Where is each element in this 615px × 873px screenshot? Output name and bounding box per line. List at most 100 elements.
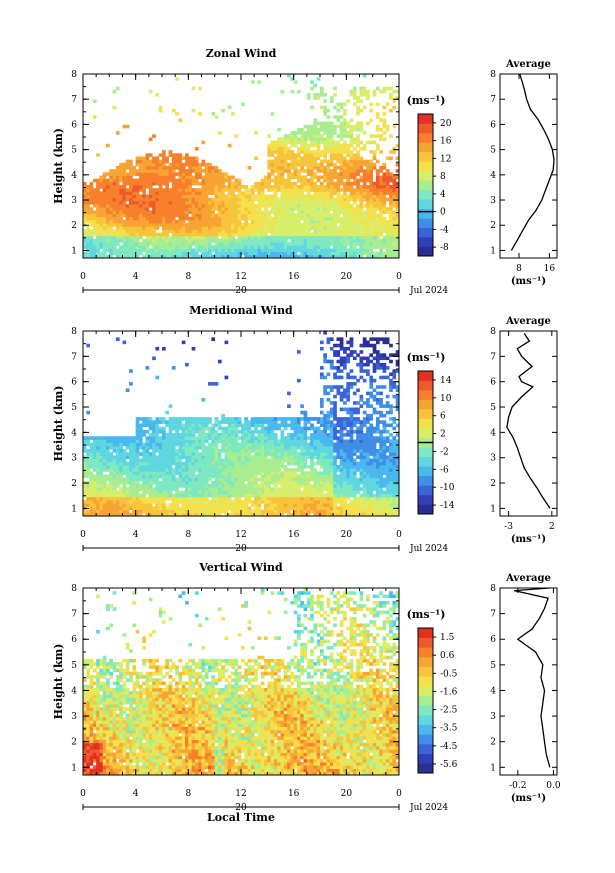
heatmap-cell	[188, 420, 193, 424]
heatmap-cell	[333, 124, 337, 129]
heatmap-cell	[158, 223, 163, 227]
heatmap-cell	[369, 216, 374, 221]
heatmap-cell	[119, 496, 123, 501]
heatmap-cell	[138, 194, 143, 199]
heatmap-cell	[257, 436, 262, 440]
heatmap-cell	[178, 235, 183, 240]
heatmap-cell	[300, 143, 304, 148]
heatmap-cell	[241, 500, 245, 504]
heatmap-cell	[96, 458, 100, 463]
heatmap-cell	[310, 178, 314, 183]
heatmap-cell	[211, 429, 216, 434]
heatmap-cell	[158, 216, 163, 221]
heatmap-cell	[211, 480, 216, 485]
heatmap-cell	[250, 461, 255, 466]
heatmap-cell	[366, 185, 370, 189]
heatmap-cell	[191, 500, 196, 504]
heatmap-cell	[250, 254, 255, 259]
heatmap-cell	[280, 509, 285, 514]
heatmap-cell	[152, 509, 156, 514]
heatmap-cell	[106, 191, 110, 195]
heatmap-cell	[346, 223, 351, 227]
heatmap-cell	[270, 219, 275, 224]
heatmap-cell	[92, 238, 97, 243]
heatmap-cell	[201, 397, 206, 402]
heatmap-cell	[204, 197, 209, 202]
heatmap-cell	[191, 493, 196, 498]
heatmap-cell	[247, 232, 252, 237]
heatmap-cell	[119, 232, 123, 237]
heatmap-cell	[92, 455, 97, 459]
heatmap-cell	[267, 150, 272, 154]
heatmap-cell	[109, 490, 114, 495]
heatmap-cell	[106, 468, 110, 472]
heatmap-cell	[382, 162, 387, 167]
heatmap-cell	[270, 245, 275, 249]
heatmap-cell	[198, 197, 202, 202]
heatmap-cell	[145, 213, 150, 218]
heatmap-cell	[280, 490, 285, 495]
heatmap-cell	[359, 251, 364, 256]
heatmap-cell	[214, 480, 219, 485]
heatmap-cell	[99, 452, 104, 456]
heatmap-cell	[339, 178, 344, 183]
heatmap-cell	[244, 194, 248, 199]
y-tick-label: 4	[71, 171, 77, 181]
heatmap-cell	[155, 175, 160, 180]
heatmap-cell	[185, 480, 189, 485]
heatmap-cell	[356, 153, 360, 157]
heatmap-cell	[346, 194, 351, 199]
heatmap-cell	[158, 219, 163, 224]
heatmap-cell	[152, 458, 156, 463]
heatmap-cell	[287, 191, 291, 195]
heatmap-cell	[129, 248, 133, 253]
heatmap-cell	[356, 159, 360, 164]
heatmap-cell	[122, 175, 127, 180]
heatmap-cell	[204, 172, 209, 176]
heatmap-cell	[125, 223, 130, 227]
heatmap-cell	[366, 216, 370, 221]
heatmap-cell	[221, 445, 225, 450]
heatmap-cell	[382, 86, 387, 91]
heatmap-cell	[372, 216, 377, 221]
heatmap-cell	[237, 455, 242, 459]
heatmap-cell	[155, 512, 160, 517]
heatmap-cell	[208, 420, 212, 424]
heatmap-cell	[379, 118, 383, 122]
heatmap-cell	[333, 210, 337, 214]
heatmap-cell	[392, 185, 397, 189]
heatmap-cell	[254, 219, 258, 224]
heatmap-cell	[237, 207, 242, 211]
heatmap-cell	[175, 506, 179, 511]
heatmap-cell	[83, 500, 87, 504]
heatmap-cell	[204, 461, 209, 466]
heatmap-cell	[145, 500, 150, 504]
heatmap-cell	[86, 343, 90, 348]
heatmap-cell	[349, 251, 354, 256]
heatmap-cell	[89, 207, 94, 211]
heatmap-cell	[109, 484, 114, 488]
heatmap-cell	[323, 229, 327, 234]
heatmap-cell	[356, 216, 360, 221]
heatmap-cell	[257, 197, 262, 202]
heatmap-cell	[155, 468, 160, 472]
heatmap-cell	[310, 204, 314, 208]
heatmap-cell	[382, 204, 387, 208]
heatmap-cell	[283, 496, 288, 501]
heatmap-cell	[300, 207, 304, 211]
heatmap-cell	[260, 423, 265, 428]
heatmap-cell	[129, 219, 133, 224]
heatmap-cell	[306, 194, 311, 199]
heatmap-cell	[158, 175, 163, 180]
heatmap-cell	[366, 210, 370, 214]
heatmap-cell	[224, 210, 229, 214]
heatmap-cell	[313, 229, 318, 234]
heatmap-cell	[375, 226, 380, 230]
heatmap-cell	[362, 191, 367, 195]
heatmap-cell	[112, 188, 117, 192]
heatmap-cell	[171, 471, 176, 475]
heatmap-cell	[181, 439, 186, 444]
heatmap-cell	[359, 86, 364, 91]
heatmap-cell	[99, 512, 104, 517]
heatmap-cell	[316, 143, 321, 148]
